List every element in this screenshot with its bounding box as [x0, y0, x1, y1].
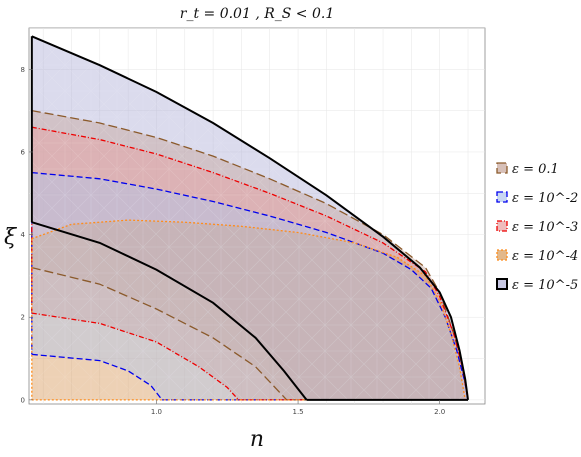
- y-tick-label: 8: [21, 66, 25, 74]
- y-tick-label: 6: [21, 148, 26, 156]
- series-upper-line-0: [31, 109, 469, 401]
- legend-item: ε = 10^-5: [496, 278, 578, 293]
- legend-item: ε = 10^-4: [496, 249, 578, 264]
- series-lower-line-0: [31, 266, 288, 401]
- legend-label: ε = 0.1: [512, 162, 559, 177]
- series-lower-line-1: [31, 353, 163, 401]
- legend-swatch: [496, 220, 508, 232]
- x-tick-label: 1.5: [292, 408, 303, 416]
- y-tick-label: 4: [21, 231, 26, 239]
- x-axis-label: n: [250, 427, 264, 452]
- region-mesh-1: [31, 172, 469, 400]
- legend: ε = 0.1 ε = 10^-2 ε = 10^-3 ε = 10^-4 ε = 10…: [496, 162, 578, 293]
- chart-title: r_t = 0.01 , R_S < 0.1: [180, 6, 335, 22]
- legend-swatch: [496, 278, 508, 290]
- y-axis-label: ξ: [4, 225, 18, 250]
- series-upper-line-1: [31, 171, 469, 401]
- legend-label: ε = 10^-3: [512, 220, 578, 235]
- x-tick-label: 2.0: [434, 408, 445, 416]
- legend-item: ε = 10^-3: [496, 220, 578, 235]
- line-layer: [30, 35, 469, 401]
- series-upper-line-2: [31, 126, 469, 401]
- fill-layer: [31, 36, 469, 400]
- y-tick-label: 0: [21, 396, 25, 404]
- legend-label: ε = 10^-2: [512, 191, 578, 206]
- series-lower-line-4: [31, 221, 308, 401]
- legend-label: ε = 10^-4: [512, 249, 578, 264]
- legend-item: ε = 0.1: [496, 162, 559, 177]
- legend-swatch: [496, 162, 508, 174]
- legend-item: ε = 10^-2: [496, 191, 578, 206]
- y-tick-label: 2: [21, 314, 25, 322]
- series-upper-line-4: [31, 35, 469, 401]
- series-upper-line-3: [31, 219, 466, 401]
- x-tick-label: 1.0: [151, 408, 162, 416]
- legend-swatch: [496, 191, 508, 203]
- tick-layer: 1.0 1.5 2.0 0 2 4 6 8: [21, 66, 446, 416]
- legend-label: ε = 10^-5: [512, 278, 578, 293]
- legend-swatch: [496, 249, 508, 261]
- series-lower-line-2: [31, 312, 240, 401]
